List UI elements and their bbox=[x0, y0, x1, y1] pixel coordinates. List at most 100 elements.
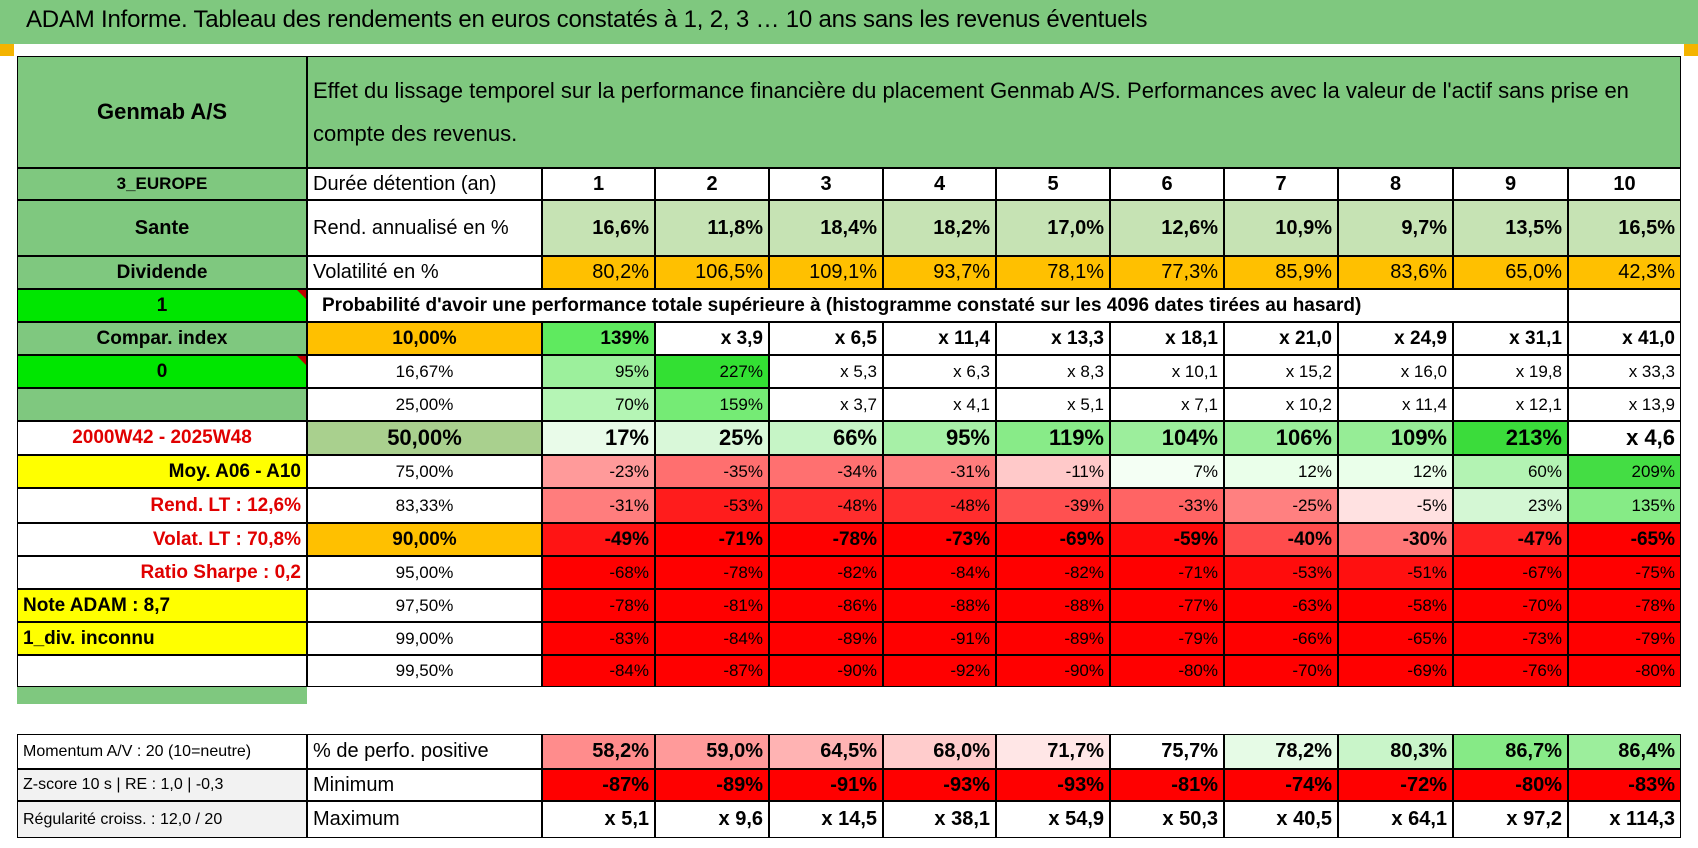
volatility-label: Volatilité en % bbox=[307, 256, 542, 289]
minimum-label: Minimum bbox=[307, 769, 542, 801]
annualized-return-value: 11,8% bbox=[655, 200, 769, 256]
quantile-value: -48% bbox=[883, 488, 996, 523]
minimum-value: -81% bbox=[1110, 769, 1224, 801]
quantile-value: 95% bbox=[883, 421, 996, 455]
quantile-value: x 31,1 bbox=[1453, 322, 1568, 355]
quantile-value: -78% bbox=[655, 556, 769, 589]
year-header: 7 bbox=[1224, 168, 1338, 200]
quantile-value: -73% bbox=[1453, 622, 1568, 655]
quantile-value: -78% bbox=[1568, 589, 1681, 622]
quantile-value: 25% bbox=[655, 421, 769, 455]
quantile-value: x 10,1 bbox=[1110, 355, 1224, 388]
quantile-value: -76% bbox=[1453, 655, 1568, 687]
maximum-value: x 54,9 bbox=[996, 801, 1110, 838]
quantile-value: -88% bbox=[996, 589, 1110, 622]
regularity-label: Régularité croiss. : 12,0 / 20 bbox=[17, 801, 307, 838]
empty-green-cell bbox=[17, 388, 307, 421]
table-heading: Effet du lissage temporel sur la perform… bbox=[307, 56, 1681, 168]
quantile-value: x 4,6 bbox=[1568, 421, 1681, 455]
annualized-return-value: 18,4% bbox=[769, 200, 883, 256]
quantile-value: -67% bbox=[1453, 556, 1568, 589]
dividend-label: Dividende bbox=[17, 256, 307, 289]
minimum-value: -89% bbox=[655, 769, 769, 801]
positive-performance-value: 86,7% bbox=[1453, 734, 1568, 769]
quantile-value: x 7,1 bbox=[1110, 388, 1224, 421]
maximum-value: x 114,3 bbox=[1568, 801, 1681, 838]
quantile-threshold: 50,00% bbox=[307, 421, 542, 455]
minimum-value: -91% bbox=[769, 769, 883, 801]
option-value-zero: 0 bbox=[17, 355, 307, 388]
minimum-value: -80% bbox=[1453, 769, 1568, 801]
quantile-value: -59% bbox=[1110, 523, 1224, 556]
quantile-value: -87% bbox=[655, 655, 769, 687]
quantile-value: -92% bbox=[883, 655, 996, 687]
maximum-label: Maximum bbox=[307, 801, 542, 838]
quantile-value: -65% bbox=[1338, 622, 1453, 655]
year-header: 9 bbox=[1453, 168, 1568, 200]
quantile-value: x 24,9 bbox=[1338, 322, 1453, 355]
quantile-value: -63% bbox=[1224, 589, 1338, 622]
volatility-value: 106,5% bbox=[655, 256, 769, 289]
quantile-threshold: 25,00% bbox=[307, 388, 542, 421]
quantile-value: 213% bbox=[1453, 421, 1568, 455]
spacer-green-bar bbox=[17, 687, 307, 704]
year-header: 1 bbox=[542, 168, 655, 200]
quantile-value: -81% bbox=[655, 589, 769, 622]
long-term-return: Rend. LT : 12,6% bbox=[17, 488, 307, 523]
annualized-return-label: Rend. annualisé en % bbox=[307, 200, 542, 256]
quantile-value: 209% bbox=[1568, 455, 1681, 488]
volatility-value: 78,1% bbox=[996, 256, 1110, 289]
positive-performance-value: 86,4% bbox=[1568, 734, 1681, 769]
positive-performance-value: 64,5% bbox=[769, 734, 883, 769]
year-header: 5 bbox=[996, 168, 1110, 200]
volatility-value: 83,6% bbox=[1338, 256, 1453, 289]
empty-cell bbox=[1568, 289, 1681, 322]
maximum-value: x 38,1 bbox=[883, 801, 996, 838]
quantile-value: x 4,1 bbox=[883, 388, 996, 421]
minimum-value: -72% bbox=[1338, 769, 1453, 801]
quantile-value: 159% bbox=[655, 388, 769, 421]
quantile-value: x 19,8 bbox=[1453, 355, 1568, 388]
quantile-value: 17% bbox=[542, 421, 655, 455]
quantile-value: -33% bbox=[1110, 488, 1224, 523]
quantile-value: x 10,2 bbox=[1224, 388, 1338, 421]
volatility-value: 77,3% bbox=[1110, 256, 1224, 289]
volatility-value: 42,3% bbox=[1568, 256, 1681, 289]
quantile-threshold: 75,00% bbox=[307, 455, 542, 488]
quantile-threshold: 83,33% bbox=[307, 488, 542, 523]
quantile-value: -80% bbox=[1568, 655, 1681, 687]
quantile-value: -75% bbox=[1568, 556, 1681, 589]
quantile-value: -78% bbox=[769, 523, 883, 556]
annualized-return-value: 18,2% bbox=[883, 200, 996, 256]
empty-cell bbox=[17, 655, 307, 687]
annualized-return-value: 12,6% bbox=[1110, 200, 1224, 256]
maximum-value: x 64,1 bbox=[1338, 801, 1453, 838]
quantile-value: x 3,7 bbox=[769, 388, 883, 421]
quantile-value: -66% bbox=[1224, 622, 1338, 655]
probability-label: Probabilité d'avoir une performance tota… bbox=[307, 289, 1568, 322]
year-header: 4 bbox=[883, 168, 996, 200]
quantile-value: x 5,1 bbox=[996, 388, 1110, 421]
quantile-value: 95% bbox=[542, 355, 655, 388]
quantile-value: -48% bbox=[769, 488, 883, 523]
minimum-value: -93% bbox=[996, 769, 1110, 801]
region-label: 3_EUROPE bbox=[17, 168, 307, 200]
quantile-threshold: 90,00% bbox=[307, 523, 542, 556]
option-value-one: 1 bbox=[17, 289, 307, 322]
positive-performance-value: 59,0% bbox=[655, 734, 769, 769]
quantile-value: 104% bbox=[1110, 421, 1224, 455]
quantile-value: -79% bbox=[1568, 622, 1681, 655]
positive-performance-value: 58,2% bbox=[542, 734, 655, 769]
maximum-value: x 40,5 bbox=[1224, 801, 1338, 838]
volatility-value: 93,7% bbox=[883, 256, 996, 289]
quantile-value: -70% bbox=[1453, 589, 1568, 622]
quantile-value: -89% bbox=[769, 622, 883, 655]
quantile-value: x 21,0 bbox=[1224, 322, 1338, 355]
quantile-value: -40% bbox=[1224, 523, 1338, 556]
quantile-value: 135% bbox=[1568, 488, 1681, 523]
quantile-value: 119% bbox=[996, 421, 1110, 455]
quantile-value: -86% bbox=[769, 589, 883, 622]
quantile-value: -25% bbox=[1224, 488, 1338, 523]
year-header: 8 bbox=[1338, 168, 1453, 200]
quantile-value: 227% bbox=[655, 355, 769, 388]
